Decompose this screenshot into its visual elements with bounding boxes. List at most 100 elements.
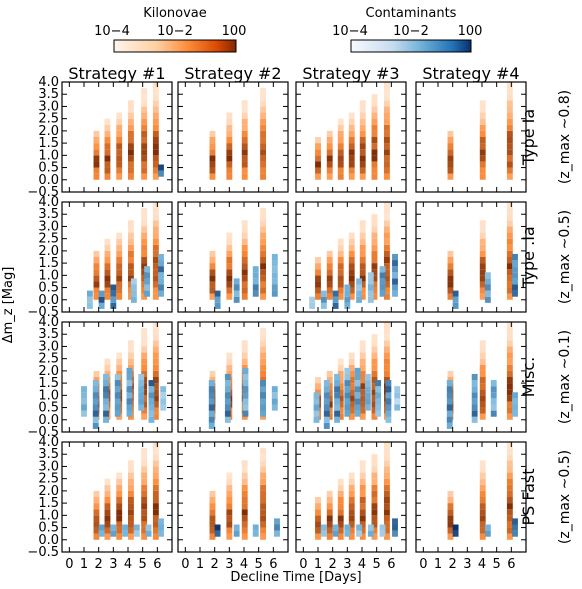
y-tick-label: 4.0 [38, 75, 59, 90]
contaminant-cell [208, 380, 215, 387]
kilonova-cell [93, 377, 100, 384]
kilonova-cell [116, 352, 123, 359]
contaminant-cell [252, 530, 259, 537]
contaminant-cell [242, 404, 249, 411]
kilonova-cell [447, 275, 454, 282]
contaminant-cell [126, 367, 133, 374]
contaminant-cell [271, 386, 278, 393]
kilonova-cell [384, 377, 390, 384]
contaminant-cell [130, 284, 137, 291]
contaminant-cell [379, 272, 386, 279]
kilonova-cell [260, 509, 266, 516]
y-tick-label: 4.0 [38, 195, 59, 210]
kilonova-cell [260, 533, 266, 540]
kilonova-cell [359, 226, 366, 233]
kilonova-cell [226, 509, 233, 516]
kilonova-cell [326, 149, 333, 156]
kilonova-cell [141, 130, 148, 137]
kilonova-cell [209, 515, 216, 522]
kilonova-cell [348, 112, 355, 119]
kilonova-cell [384, 214, 390, 221]
contaminant-cell [81, 392, 87, 399]
kilonova-cell [152, 521, 159, 528]
contaminant-cell [271, 404, 278, 411]
contaminant-cell [392, 272, 398, 279]
kilonova-cell [116, 118, 123, 125]
kilonova-cell [260, 478, 266, 485]
contaminant-cell [252, 284, 259, 291]
kilonova-cell [506, 509, 513, 516]
kilonova-cell [152, 460, 159, 467]
x-tick-label: 5 [139, 557, 147, 572]
contaminant-cell [110, 530, 117, 537]
contaminant-cell [512, 253, 518, 261]
kilonova-cell [447, 155, 454, 162]
contaminant-cell [92, 416, 99, 423]
kilonova-cell [260, 527, 266, 534]
kilonova-cell [116, 263, 123, 270]
x-tick-label: 2 [211, 557, 219, 572]
kilonova-cell [315, 377, 321, 384]
kilonova-cell [209, 293, 216, 300]
contaminant-cell [484, 278, 491, 285]
kilonova-cell [226, 472, 233, 479]
row-label: Misc. [519, 357, 538, 397]
kilonova-cell [348, 149, 355, 156]
colorbar-contaminants-gradient [350, 39, 472, 53]
kilonova-cell [241, 377, 248, 384]
contaminant-cell [144, 284, 150, 291]
kilonova-cell [141, 118, 148, 125]
kilonova-cell [479, 352, 486, 359]
contaminant-cell [214, 290, 221, 297]
contaminant-cell [356, 290, 362, 297]
kilonova-cell [337, 413, 344, 420]
kilonova-cell [371, 214, 378, 221]
kilonova-cell [359, 395, 366, 402]
kilonova-cell [116, 497, 123, 504]
contaminant-cell [512, 284, 518, 291]
panel-r2-c0: −0.50.00.51.01.52.02.53.03.54.0 [27, 315, 173, 440]
kilonova-cell [209, 389, 216, 396]
kilonova-cell [141, 490, 148, 497]
contaminant-cell [224, 416, 231, 423]
kilonova-cell [104, 269, 111, 276]
kilonova-cell [371, 389, 378, 396]
contaminant-cell [367, 296, 374, 303]
kilonova-cell [152, 515, 159, 522]
contaminant-cell [334, 416, 340, 423]
kilonova-cell [479, 509, 486, 516]
contaminant-cell [364, 373, 371, 381]
kilonova-cell [152, 137, 159, 144]
kilonova-cell [260, 214, 266, 221]
kilonova-cell [479, 466, 486, 473]
contaminant-cell [334, 373, 340, 381]
kilonova-cell [371, 238, 378, 245]
kilonova-cell [348, 521, 355, 528]
kilonova-cell [359, 515, 366, 522]
contaminant-cell [144, 278, 150, 285]
kilonova-cell [384, 521, 390, 528]
kilonova-cell [104, 490, 111, 497]
kilonova-cell [447, 263, 454, 270]
contaminant-cell [471, 380, 478, 387]
y-tick-label: 0.0 [38, 533, 59, 548]
kilonova-cell [315, 167, 321, 174]
contaminant-cell [323, 404, 330, 411]
x-tick-label: 0 [419, 557, 427, 572]
kilonova-cell [359, 232, 366, 239]
kilonova-cell [479, 106, 486, 113]
kilonova-cell [141, 484, 148, 491]
kilonova-cell [348, 257, 355, 264]
kilonova-cell [226, 293, 233, 300]
contaminant-cell [138, 398, 145, 405]
kilonova-cell [152, 503, 159, 510]
kilonova-cell [384, 173, 390, 180]
kilonova-cell [93, 167, 100, 174]
contaminant-cell [208, 386, 215, 393]
kilonova-cell [371, 263, 378, 270]
kilonova-cell [506, 395, 513, 402]
kilonova-cell [384, 275, 390, 282]
kilonova-cell [116, 130, 123, 137]
kilonova-cell [384, 257, 390, 264]
kilonova-cell [371, 395, 378, 402]
